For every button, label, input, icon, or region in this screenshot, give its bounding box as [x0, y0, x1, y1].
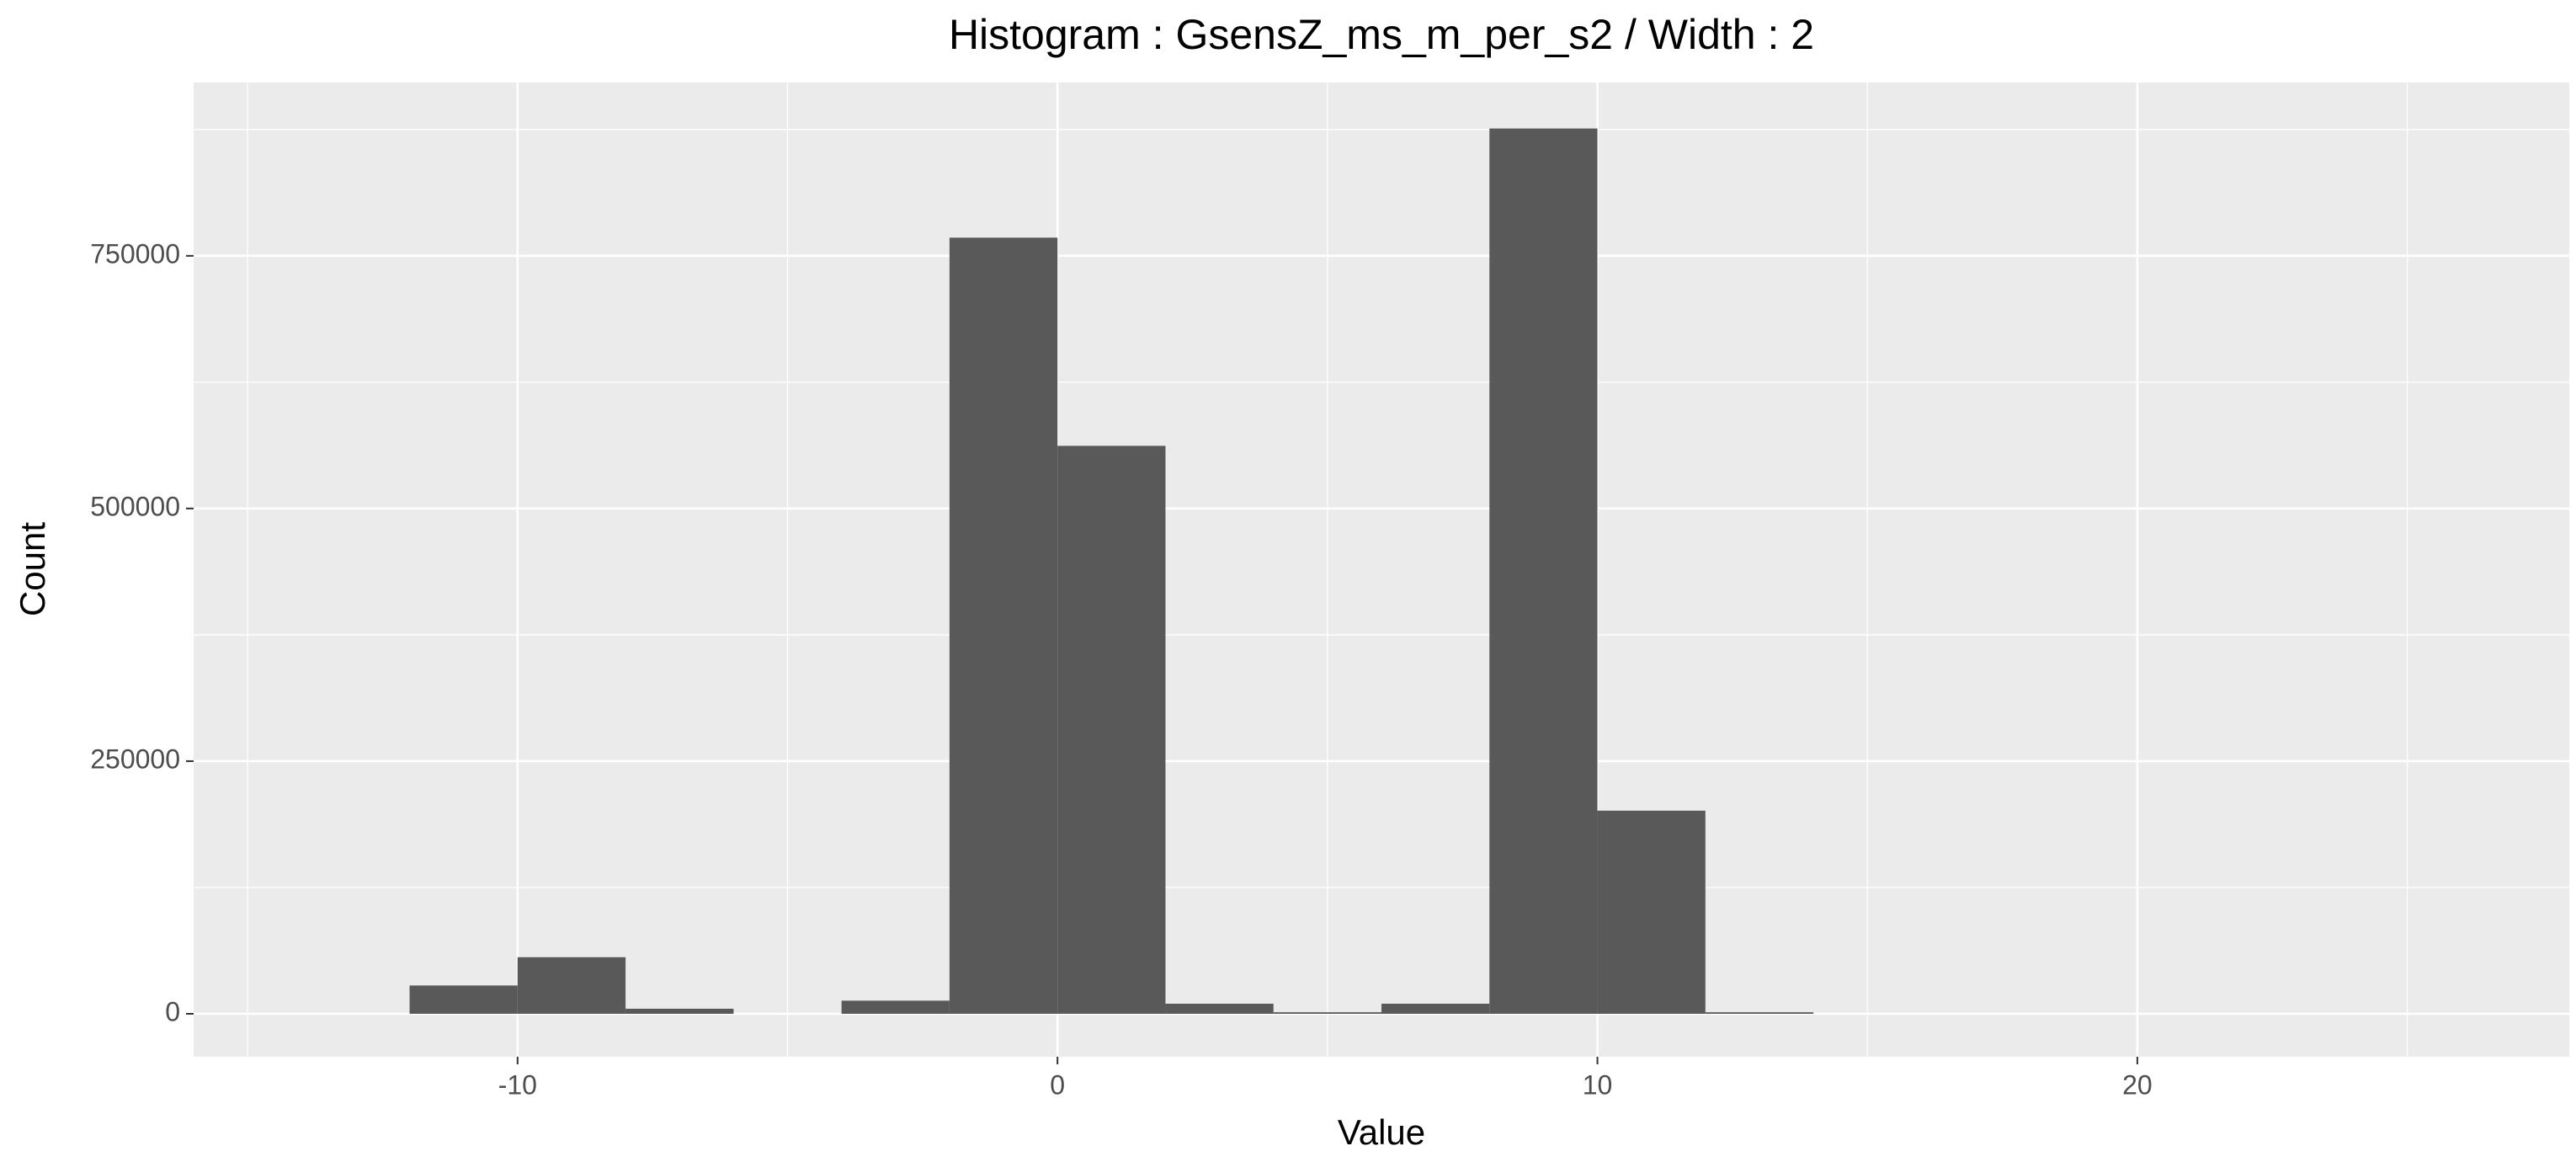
histogram-bar: [409, 985, 518, 1014]
x-tick-label: -10: [498, 1069, 537, 1100]
histogram-bar: [949, 237, 1058, 1014]
y-axis-title: Count: [13, 522, 52, 616]
histogram-bar: [1705, 1012, 1814, 1014]
chart-title: Histogram : GsensZ_ms_m_per_s2 / Width :…: [949, 11, 1814, 58]
histogram-bar: [1381, 1003, 1490, 1014]
y-tick-label: 750000: [90, 238, 180, 269]
histogram-bar: [1489, 128, 1598, 1014]
histogram-bar: [841, 1000, 950, 1014]
histogram-bar: [625, 1008, 734, 1014]
histogram-bar: [1165, 1003, 1274, 1014]
y-tick-label: 500000: [90, 491, 180, 521]
y-tick-label: 250000: [90, 744, 180, 774]
histogram-bar: [1273, 1012, 1381, 1014]
histogram-bar: [1057, 445, 1166, 1014]
x-axis-title: Value: [1338, 1112, 1425, 1152]
x-tick-label: 20: [2122, 1069, 2153, 1100]
histogram-bar: [1597, 810, 1706, 1014]
histogram-bar: [517, 957, 626, 1014]
x-tick-label: 0: [1050, 1069, 1065, 1100]
y-tick-label: 0: [165, 996, 180, 1026]
plot-panel: [194, 83, 2569, 1057]
x-tick-label: 10: [1583, 1069, 1613, 1100]
